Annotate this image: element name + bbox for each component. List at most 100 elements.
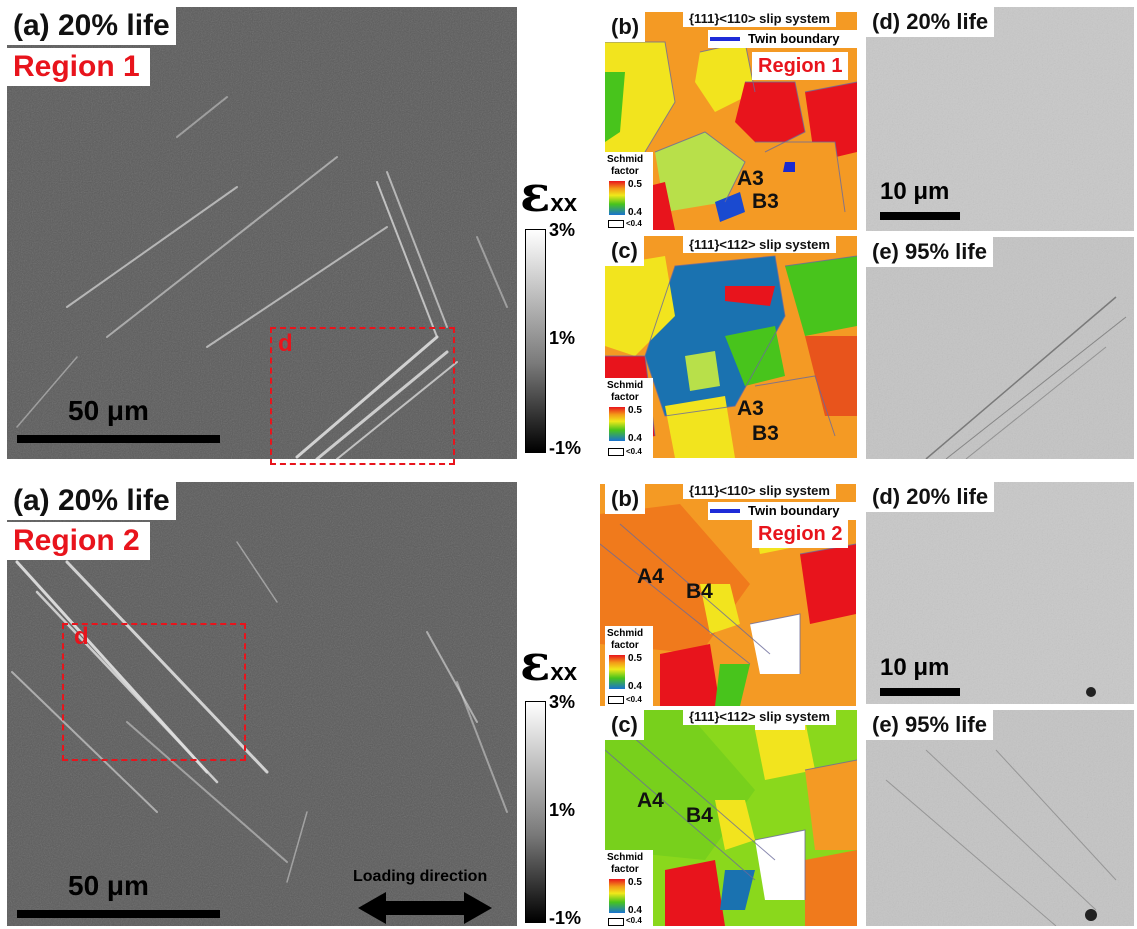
region2-ebsd-112-grain-a: A4	[637, 789, 664, 812]
epsilon-sub: xx	[550, 659, 578, 686]
schmid-gradient	[609, 655, 625, 689]
region2-ebsd-110-label: (b)	[605, 484, 646, 514]
region2-sem-scale-text: 10 μm	[880, 654, 950, 681]
region2-sem-95-label: (e) 95% life	[866, 710, 993, 740]
region2-colorbar-min: -1%	[549, 908, 582, 928]
region1-strain-scalebar	[17, 435, 220, 443]
region1-strain-label: (a) 20% life	[7, 7, 176, 45]
region1-sem-20-image	[866, 7, 1134, 231]
schmid-title-2: factor	[611, 166, 639, 177]
epsilon-sub: xx	[550, 190, 578, 217]
schmid-gradient	[609, 407, 625, 441]
region1-region-label: Region 1	[7, 48, 150, 86]
schmid-gradient	[609, 181, 625, 215]
schmid-title-1: Schmid	[607, 628, 644, 639]
schmid-low-swatch	[608, 918, 624, 926]
region1-ebsd-110-map	[605, 12, 857, 230]
schmid-low-swatch	[608, 448, 624, 456]
schmid-max: 0.5	[628, 653, 642, 664]
twin-legend-label: Twin boundary	[748, 31, 840, 46]
strain-map-region2	[7, 482, 517, 926]
twin-legend-label: Twin boundary	[748, 503, 840, 518]
region2-ebsd-112-title: {111}<112> slip system	[683, 708, 836, 725]
region2-ebsd-112-label: (c)	[605, 710, 644, 740]
region2-strain-scale-text: 50 μm	[68, 870, 149, 901]
region1-d-box	[270, 327, 455, 465]
region2-sem-scalebar	[880, 688, 960, 696]
schmid-max: 0.5	[628, 179, 642, 190]
region1-ebsd-110-image	[605, 12, 857, 230]
region1-d-box-label: d	[278, 330, 293, 357]
schmid-low: <0.4	[626, 219, 642, 228]
region2-strain-scalebar	[17, 910, 220, 918]
region2-ebsd-110-title: {111}<110> slip system	[683, 482, 836, 499]
region1-sem-20-label: (d) 20% life	[866, 7, 995, 37]
region1-sem-95-texture	[866, 237, 1134, 459]
strain-map-region2-image	[7, 482, 517, 926]
twin-legend-line	[710, 509, 740, 513]
schmid-low: <0.4	[626, 695, 642, 704]
schmid-title-2: factor	[611, 640, 639, 651]
region2-sem-20-label: (d) 20% life	[866, 482, 995, 512]
region1-ebsd-112-schmid-legend: Schmid factor 0.5 0.4 <0.4	[605, 378, 653, 458]
schmid-min: 0.4	[628, 681, 642, 692]
region1-twin-legend: Twin boundary	[708, 30, 858, 48]
region2-sem-95-texture	[866, 710, 1134, 926]
loading-direction-arrow	[358, 892, 492, 924]
region1-colorbar-mid: 1%	[549, 328, 576, 348]
region1-ebsd-110-title: {111}<110> slip system	[683, 10, 836, 27]
schmid-low-swatch	[608, 220, 624, 228]
schmid-title-2: factor	[611, 864, 639, 875]
region1-colorbar-max: 3%	[549, 220, 576, 240]
region1-ebsd-112-title: {111}<112> slip system	[683, 236, 836, 253]
region2-region-label: Region 2	[7, 522, 150, 560]
region2-colorbar	[525, 701, 546, 923]
epsilon-symbol: ε	[520, 164, 551, 223]
schmid-min: 0.4	[628, 433, 642, 444]
region2-ebsd-110-grain-b: B4	[686, 580, 713, 603]
region1-sem-scale-text: 10 μm	[880, 178, 950, 205]
region1-ebsd-112-grain-b: B3	[752, 422, 779, 445]
region1-strain-scale-text: 50 μm	[68, 395, 149, 426]
region2-colorbar-symbol: εxx	[520, 633, 577, 692]
region1-sem-95-image	[866, 237, 1134, 459]
region1-ebsd-region-label: Region 1	[752, 52, 849, 80]
schmid-max: 0.5	[628, 405, 642, 416]
schmid-low: <0.4	[626, 916, 642, 925]
region1-ebsd-112-label: (c)	[605, 236, 644, 266]
region1-sem-20-texture	[866, 7, 1134, 231]
region1-sem-95-label: (e) 95% life	[866, 237, 993, 267]
region2-colorbar-max: 3%	[549, 692, 576, 712]
twin-legend-line	[710, 37, 740, 41]
schmid-min: 0.4	[628, 905, 642, 916]
schmid-title-1: Schmid	[607, 154, 644, 165]
region2-ebsd-112-schmid-legend: Schmid factor 0.5 0.4 <0.4	[605, 850, 653, 926]
schmid-min: 0.4	[628, 207, 642, 218]
region1-ebsd-110-grain-b: B3	[752, 190, 779, 213]
region1-colorbar	[525, 229, 546, 453]
schmid-max: 0.5	[628, 877, 642, 888]
schmid-title-1: Schmid	[607, 852, 644, 863]
region1-sem-scalebar	[880, 212, 960, 220]
epsilon-symbol: ε	[520, 633, 551, 692]
region1-colorbar-min: -1%	[549, 438, 582, 458]
schmid-low-swatch	[608, 696, 624, 704]
region2-d-box-label: d	[74, 623, 89, 650]
region2-twin-legend: Twin boundary	[708, 502, 858, 520]
region1-ebsd-110-schmid-legend: Schmid factor 0.5 0.4 <0.4	[605, 152, 653, 230]
schmid-title-2: factor	[611, 392, 639, 403]
region1-ebsd-112-grain-a: A3	[737, 397, 764, 420]
region2-strain-label: (a) 20% life	[7, 482, 176, 520]
schmid-title-1: Schmid	[607, 380, 644, 391]
region2-ebsd-110-schmid-legend: Schmid factor 0.5 0.4 <0.4	[605, 626, 653, 706]
schmid-gradient	[609, 879, 625, 913]
loading-direction-label: Loading direction	[353, 868, 488, 885]
region2-d-box	[62, 623, 246, 761]
region2-ebsd-112-grain-b: B4	[686, 804, 713, 827]
region2-sem-20-image	[866, 482, 1134, 704]
region2-sem-20-texture	[866, 482, 1134, 704]
region2-sem-95-image	[866, 710, 1134, 926]
schmid-low: <0.4	[626, 447, 642, 456]
region1-colorbar-symbol: εxx	[520, 164, 577, 223]
region2-ebsd-region-label: Region 2	[752, 520, 849, 548]
